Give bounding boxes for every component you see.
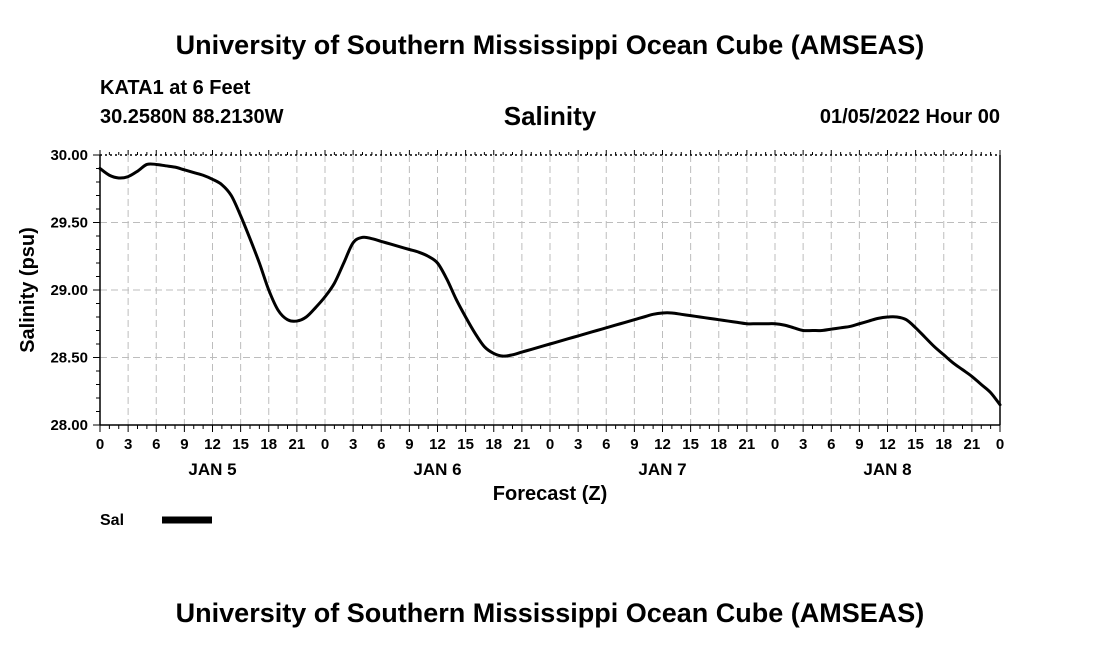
x-tick-label: 18	[485, 436, 502, 453]
series-layer	[98, 162, 1002, 407]
day-label: JAN 7	[638, 460, 686, 479]
x-tick-label: 21	[289, 436, 306, 453]
y-axis-label: Salinity (psu)	[17, 227, 39, 353]
x-tick-label: 18	[260, 436, 277, 453]
x-tick-label: 21	[964, 436, 981, 453]
tick-labels: 0 3 6 9 12 15 18 21 0 3 6 9 12 15 18 21 0 3 6 9 12 15 18 21 0 3 6 9…	[50, 147, 1004, 479]
x-tick-label: 12	[429, 436, 446, 453]
x-tick-label: 9	[855, 436, 863, 453]
day-label: JAN 6	[413, 460, 461, 479]
y-tick-label: 28.00	[50, 417, 88, 434]
page-title: University of Southern Mississippi Ocean…	[175, 30, 925, 60]
y-tick-label: 28.50	[50, 350, 88, 367]
chart-title: Salinity	[503, 101, 597, 131]
y-tick-label: 29.00	[50, 282, 88, 299]
x-tick-label: 6	[377, 436, 385, 453]
x-tick-label: 21	[739, 436, 756, 453]
legend: Sal	[100, 512, 212, 529]
x-tick-label: 3	[349, 436, 357, 453]
station-coordinates: 30.2580N 88.2130W	[100, 106, 284, 128]
x-tick-label: 21	[514, 436, 531, 453]
x-tick-label: 15	[907, 436, 924, 453]
series-line-sal	[98, 162, 1002, 407]
x-tick-label: 9	[180, 436, 188, 453]
forecast-datetime: 01/05/2022 Hour 00	[819, 106, 1000, 128]
x-tick-label: 0	[771, 436, 779, 453]
day-label: JAN 5	[188, 460, 236, 479]
x-tick-label: 9	[630, 436, 638, 453]
x-tick-label: 0	[996, 436, 1004, 453]
x-tick-label: 15	[457, 436, 474, 453]
y-tick-label: 29.50	[50, 215, 88, 232]
legend-label: Sal	[100, 512, 124, 529]
x-tick-label: 0	[321, 436, 329, 453]
x-tick-label: 12	[654, 436, 671, 453]
x-tick-label: 12	[204, 436, 221, 453]
x-axis-label: Forecast (Z)	[493, 483, 607, 505]
x-tick-label: 0	[96, 436, 104, 453]
x-tick-label: 0	[546, 436, 554, 453]
station-label: KATA1 at 6 Feet	[100, 77, 251, 99]
x-tick-label: 12	[879, 436, 896, 453]
x-tick-label: 15	[232, 436, 249, 453]
x-tick-label: 3	[799, 436, 807, 453]
x-tick-label: 3	[124, 436, 132, 453]
y-tick-label: 30.00	[50, 147, 88, 164]
x-tick-label: 9	[405, 436, 413, 453]
x-tick-label: 3	[574, 436, 582, 453]
day-label: JAN 8	[863, 460, 911, 479]
x-tick-label: 6	[152, 436, 160, 453]
x-tick-label: 6	[602, 436, 610, 453]
footer-title: University of Southern Mississippi Ocean…	[175, 598, 925, 628]
x-tick-label: 15	[682, 436, 699, 453]
axes	[93, 150, 1001, 432]
x-tick-label: 18	[935, 436, 952, 453]
grid	[100, 155, 1000, 425]
x-tick-label: 18	[710, 436, 727, 453]
x-tick-label: 6	[827, 436, 835, 453]
